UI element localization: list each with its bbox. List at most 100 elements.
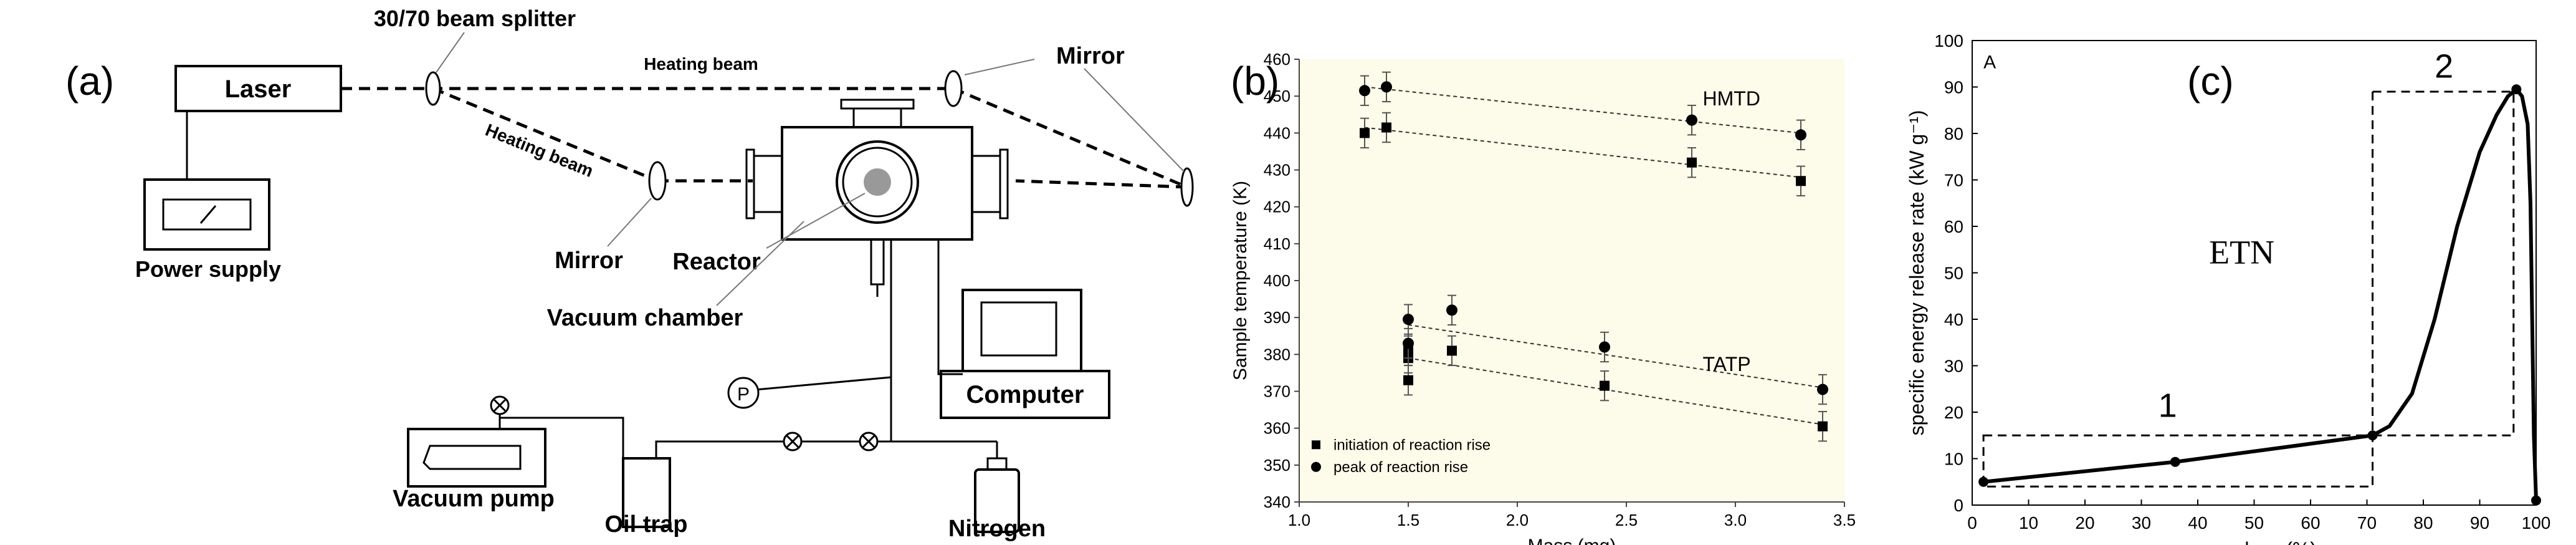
power-supply-label: Power supply	[135, 256, 281, 282]
chart-c-x-tick-label: 90	[2470, 513, 2489, 533]
vacuum-pump-body	[422, 445, 522, 470]
pump-line	[499, 417, 624, 458]
chart-b-point-circle	[1795, 129, 1806, 141]
chart-c-point	[1978, 476, 1989, 487]
computer-cable	[937, 239, 963, 375]
legend-entry-peak: peak of reaction rise	[1333, 459, 1468, 476]
chart-c-y-tick-label: 80	[1944, 124, 1963, 143]
vacuum-pump-label: Vacuum pump	[393, 486, 555, 512]
chart-c-x-tick-label: 60	[2301, 513, 2320, 533]
mirror-right-leader-a	[964, 59, 1035, 75]
heating-beam-diagonal	[432, 87, 658, 183]
chart-b-y-tick-label: 430	[1264, 161, 1290, 180]
chart-b-y-tick-label: 390	[1264, 308, 1290, 327]
mirror-right-label: Mirror	[1056, 43, 1125, 69]
computer-screen	[980, 301, 1057, 357]
chart-c-y-tick-label: 30	[1944, 357, 1963, 376]
chart-b-y-axis-label: Sample temperature (K)	[1230, 181, 1251, 380]
chamber-top-neck	[852, 107, 902, 128]
chart-b-annotation-hmtd: HMTD	[1703, 87, 1760, 110]
mirror-left-leader	[607, 198, 652, 247]
chart-c-dashed-region	[2372, 90, 2515, 436]
chart-b-trend-line	[1408, 357, 1823, 425]
chart-c-annotation-region-2: 2	[2435, 48, 2453, 85]
nitrogen-label: Nitrogen	[948, 516, 1046, 542]
valve-icon[interactable]	[783, 432, 803, 451]
pressure-gauge-label: P	[737, 384, 750, 405]
chart-c-title: A	[1983, 52, 1996, 73]
power-supply-meter	[162, 198, 252, 231]
chart-c-x-tick-label: 80	[2413, 513, 2433, 533]
legend-entry-initiation: initiation of reaction rise	[1333, 436, 1491, 453]
oil-trap-vessel	[622, 457, 671, 528]
chart-b-point-circle	[1381, 81, 1392, 93]
chamber-right-flange	[999, 148, 1009, 219]
chart-b-x-tick-label: 1.5	[1397, 511, 1419, 529]
chart-b-trend-line	[1408, 324, 1823, 388]
chart-b-y-tick-label: 340	[1264, 493, 1290, 511]
chamber-left-flange	[745, 148, 755, 219]
reactor-ring	[842, 147, 913, 218]
legend-circle-marker	[1311, 461, 1321, 472]
chart-c-point	[2170, 456, 2180, 467]
panel-c-chart: (c) 0 10 20 30 40 50 60 70 80 90 100 0 10 20 30 40 50 60 7…	[1876, 0, 2576, 545]
chamber-window	[836, 140, 919, 224]
chart-c-x-tick-label: 40	[2188, 513, 2207, 533]
chart-b-point-square	[1818, 421, 1828, 432]
chart-b-y-tick-label: 350	[1264, 456, 1290, 475]
chamber-top-cap	[840, 99, 915, 110]
valve-icon[interactable]	[490, 395, 510, 415]
vacuum-chamber-label: Vacuum chamber	[547, 305, 743, 331]
chart-b-x-tick-label: 1.0	[1288, 511, 1310, 529]
chart-c-y-tick-label: 50	[1944, 264, 1963, 283]
chart-b-trend-line	[1364, 86, 1801, 134]
chart-c-point	[2367, 430, 2378, 441]
chart-c-y-tick-label: 100	[1934, 31, 1963, 51]
chart-b-point-circle	[1599, 341, 1610, 353]
chart-c-y-tick-label: 90	[1944, 78, 1963, 97]
chart-c-dashed-region	[1982, 434, 2374, 488]
chart-c-annotation-region-1: 1	[2159, 387, 2177, 424]
chamber-left-port	[753, 155, 783, 213]
chart-b-y-tick-label: 420	[1264, 198, 1290, 216]
beam-splitter-label: 30/70 beam splitter	[374, 6, 576, 31]
chart-b-y-tick-label: 380	[1264, 345, 1290, 364]
beam-splitter-leader	[436, 32, 465, 73]
chart-b-point-square	[1600, 380, 1610, 391]
chart-c-x-tick-label: 20	[2075, 513, 2094, 533]
chart-b-x-tick-label: 3.5	[1833, 511, 1856, 529]
chart-c-x-axis-label: mass loss (%)	[2192, 538, 2317, 545]
power-supply-box	[143, 178, 270, 251]
pressure-gauge-icon	[727, 377, 760, 409]
chart-b-y-tick-label: 370	[1264, 382, 1290, 401]
chart-b-point-circle	[1446, 304, 1457, 316]
chart-b-y-tick-label: 450	[1264, 87, 1290, 105]
chart-c-y-tick-label: 10	[1944, 450, 1963, 469]
chart-b-point-square	[1796, 176, 1806, 186]
valve-icon[interactable]	[859, 432, 879, 451]
panel-c-tag: (c)	[2187, 59, 2234, 104]
heating-beam-top-label: Heating beam	[644, 54, 758, 74]
chart-b-y-tick-label: 360	[1264, 419, 1290, 438]
reactor-label: Reactor	[672, 249, 761, 275]
chart-b-point-square	[1687, 157, 1697, 168]
gauge-connector	[755, 376, 892, 391]
main-gas-line	[655, 440, 997, 458]
chart-b-legend: initiation of reaction rise peak of reac…	[1311, 436, 1491, 476]
chart-b-trend-line	[1364, 127, 1801, 178]
meter-needle-icon	[199, 205, 217, 224]
beam-to-right-mirror	[953, 87, 1188, 189]
computer-base	[940, 370, 1110, 419]
chart-c-y-tick-label: 60	[1944, 217, 1963, 236]
mirror-far-right-optic	[1180, 167, 1194, 207]
panel-a-tag: (a)	[65, 59, 114, 104]
chart-c-point	[2511, 84, 2522, 95]
chart-c-point	[2531, 495, 2541, 506]
chart-b-point-circle	[1403, 337, 1414, 349]
chart-b-x-tick-label: 2.5	[1615, 511, 1638, 529]
thermocouple-stem	[870, 238, 885, 286]
oil-trap-label: Oil trap	[604, 511, 687, 538]
nitrogen-valve-head	[986, 457, 1008, 471]
legend-square-marker	[1312, 440, 1320, 450]
nitrogen-cylinder	[974, 468, 1020, 533]
